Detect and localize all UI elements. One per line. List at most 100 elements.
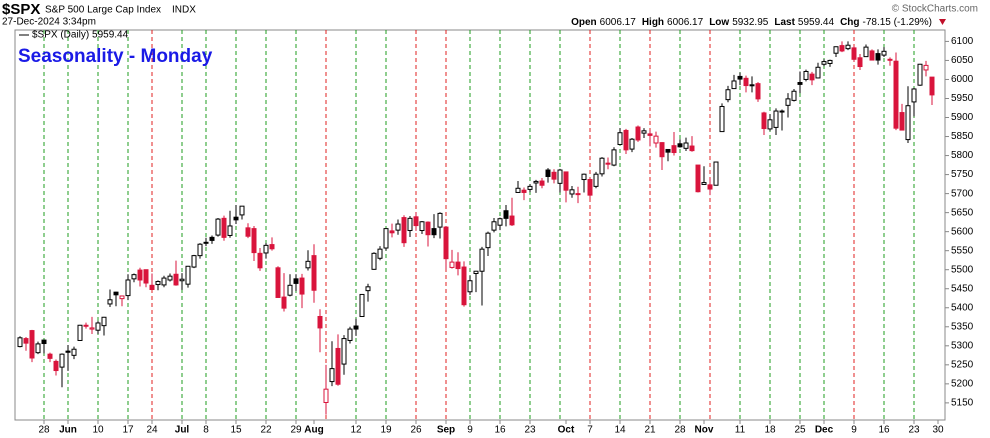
x-tick-label: 18 [764, 425, 776, 436]
x-tick-label: Jun [59, 425, 77, 436]
candle-body [383, 228, 389, 249]
candle-body [233, 216, 239, 221]
quote-label: Last [774, 17, 795, 28]
candle-body [119, 295, 125, 300]
candle-body [719, 105, 725, 133]
candle-body [359, 293, 365, 318]
candle-body [83, 324, 89, 327]
candle-body [857, 57, 863, 68]
candle-body [683, 142, 689, 149]
candle-body [353, 325, 359, 330]
candle-body [689, 145, 695, 152]
candle-body [377, 248, 383, 259]
x-tick-label: 30 [932, 425, 944, 436]
candle-body [725, 89, 731, 101]
candle-body [509, 215, 515, 226]
candle-body [335, 347, 341, 385]
candle-body [839, 45, 845, 52]
candle-body [329, 368, 335, 383]
candle-body [89, 327, 95, 330]
x-tick-label: 28 [38, 425, 50, 436]
candle-body [65, 350, 71, 353]
candle-body [209, 236, 215, 241]
candle-body [407, 217, 413, 232]
candle-body [287, 284, 293, 296]
candle-body [29, 330, 35, 359]
candle-body [545, 169, 551, 177]
x-tick-label: 12 [350, 425, 362, 436]
quote-value: 5932.95 [732, 17, 769, 28]
x-tick-label: 10 [92, 425, 104, 436]
candle-body [767, 119, 773, 130]
candle-body [845, 44, 851, 50]
x-tick-label: Aug [304, 425, 323, 436]
copyright: © StockCharts.com [892, 4, 978, 15]
y-tick-label: 5950 [951, 93, 974, 104]
y-tick-label: 5350 [951, 321, 974, 332]
candle-body [431, 228, 437, 236]
candle-body [437, 212, 443, 228]
candle-body [161, 277, 167, 286]
candle-body [893, 60, 899, 129]
candle-body [881, 50, 887, 56]
candle-body [275, 267, 281, 298]
instrument-name: S&P 500 Large Cap Index [45, 5, 161, 16]
x-tick-label: 23 [908, 425, 920, 436]
candle-body [785, 98, 791, 106]
candle-body [905, 105, 911, 141]
candle-body [731, 80, 737, 90]
quote-label: Chg [840, 17, 859, 28]
x-tick-label: 16 [494, 425, 506, 436]
candle-body [587, 179, 593, 196]
candle-body [923, 64, 929, 71]
x-tick-label: 15 [230, 425, 242, 436]
x-tick-label: Jul [175, 425, 190, 436]
candle-body [413, 216, 419, 227]
candle-body [791, 90, 797, 101]
candle-body [875, 53, 881, 61]
candle-body [491, 221, 497, 231]
x-tick-label: 25 [794, 425, 806, 436]
candle-body [659, 142, 665, 158]
candle-body [671, 145, 677, 154]
candle-body [479, 248, 485, 272]
candle-body [365, 286, 371, 292]
candle-body [503, 210, 509, 219]
x-tick-label: 9 [851, 425, 857, 436]
candle-body [131, 274, 137, 280]
candle-body [449, 261, 455, 268]
candle-body [461, 266, 467, 306]
datetime: 27-Dec-2024 3:34pm [2, 17, 96, 28]
y-tick-label: 5150 [951, 398, 974, 409]
candle-body [773, 110, 779, 128]
x-tick-label: 22 [260, 425, 272, 436]
down-arrow [939, 19, 946, 25]
candle-body [197, 243, 203, 257]
candle-body [401, 217, 407, 244]
chart-title: Seasonality - Monday [18, 46, 213, 67]
candle-body [245, 227, 251, 237]
candle-body [647, 133, 653, 136]
candle-body [575, 193, 581, 196]
x-tick-label: 28 [674, 425, 686, 436]
candle-body [809, 73, 815, 81]
candle-body [815, 66, 821, 79]
y-tick-label: 5700 [951, 188, 974, 199]
candle-body [17, 337, 23, 348]
candle-body [71, 348, 77, 356]
candle-body [563, 171, 569, 191]
candle-body [35, 343, 41, 354]
exchange: INDX [172, 5, 196, 16]
x-tick-label: 9 [467, 425, 473, 436]
y-tick-label: 5400 [951, 302, 974, 313]
candle-body [539, 180, 545, 186]
x-tick-label: Oct [558, 425, 575, 436]
quote-label: High [642, 17, 664, 28]
x-tick-label: 11 [735, 425, 746, 436]
candle-body [191, 255, 197, 268]
x-tick-label: 29 [290, 425, 302, 436]
candle-body [299, 277, 305, 295]
candle-body [863, 46, 869, 58]
candle-body [305, 260, 311, 269]
candle-body [497, 218, 503, 226]
